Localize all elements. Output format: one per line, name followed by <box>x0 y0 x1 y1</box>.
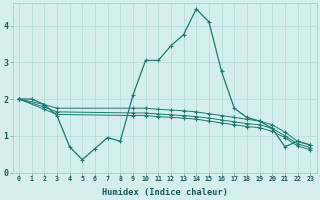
X-axis label: Humidex (Indice chaleur): Humidex (Indice chaleur) <box>101 188 228 197</box>
